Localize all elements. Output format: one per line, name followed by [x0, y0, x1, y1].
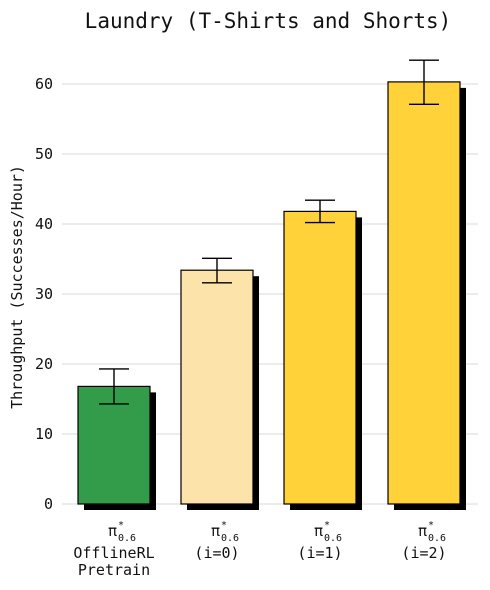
x-tick-label-symbol: π [108, 522, 117, 540]
y-tick-label: 40 [35, 215, 53, 233]
y-axis-label: Throughput (Successes/Hour) [8, 165, 26, 409]
bar [180, 269, 254, 505]
x-tick-label: Pretrain [78, 561, 150, 579]
y-tick-label: 60 [35, 75, 53, 93]
x-tick-label-superscript: * [118, 520, 124, 531]
y-tick-label: 10 [35, 425, 53, 443]
x-tick-label-superscript: * [324, 520, 330, 531]
bars [77, 81, 461, 505]
x-tick-label-subscript: 0.6 [324, 533, 342, 544]
x-tick-label-symbol: π [314, 522, 323, 540]
y-tick-labels: 0 10 20 30 40 50 60 [35, 75, 53, 513]
x-tick-label: (i=0) [194, 544, 239, 562]
x-tick-label-subscript: 0.6 [428, 533, 446, 544]
y-tick-label: 50 [35, 145, 53, 163]
x-tick-label-superscript: * [428, 520, 434, 531]
x-tick-label: (i=2) [401, 544, 446, 562]
y-tick-label: 20 [35, 355, 53, 373]
x-tick-label: (i=1) [297, 544, 342, 562]
error-bars [99, 59, 439, 405]
bar [387, 81, 461, 505]
bar [283, 210, 357, 505]
x-tick-label-subscript: 0.6 [221, 533, 239, 544]
y-tick-label: 0 [44, 495, 53, 513]
x-tick-label-superscript: * [221, 520, 227, 531]
x-tick-label-symbol: π [418, 522, 427, 540]
x-tick-label-subscript: 0.6 [118, 533, 136, 544]
x-tick-label: OfflineRL [73, 544, 154, 562]
x-tick-label-symbol: π [211, 522, 220, 540]
chart-title: Laundry (T-Shirts and Shorts) [85, 9, 452, 33]
y-tick-label: 30 [35, 285, 53, 303]
